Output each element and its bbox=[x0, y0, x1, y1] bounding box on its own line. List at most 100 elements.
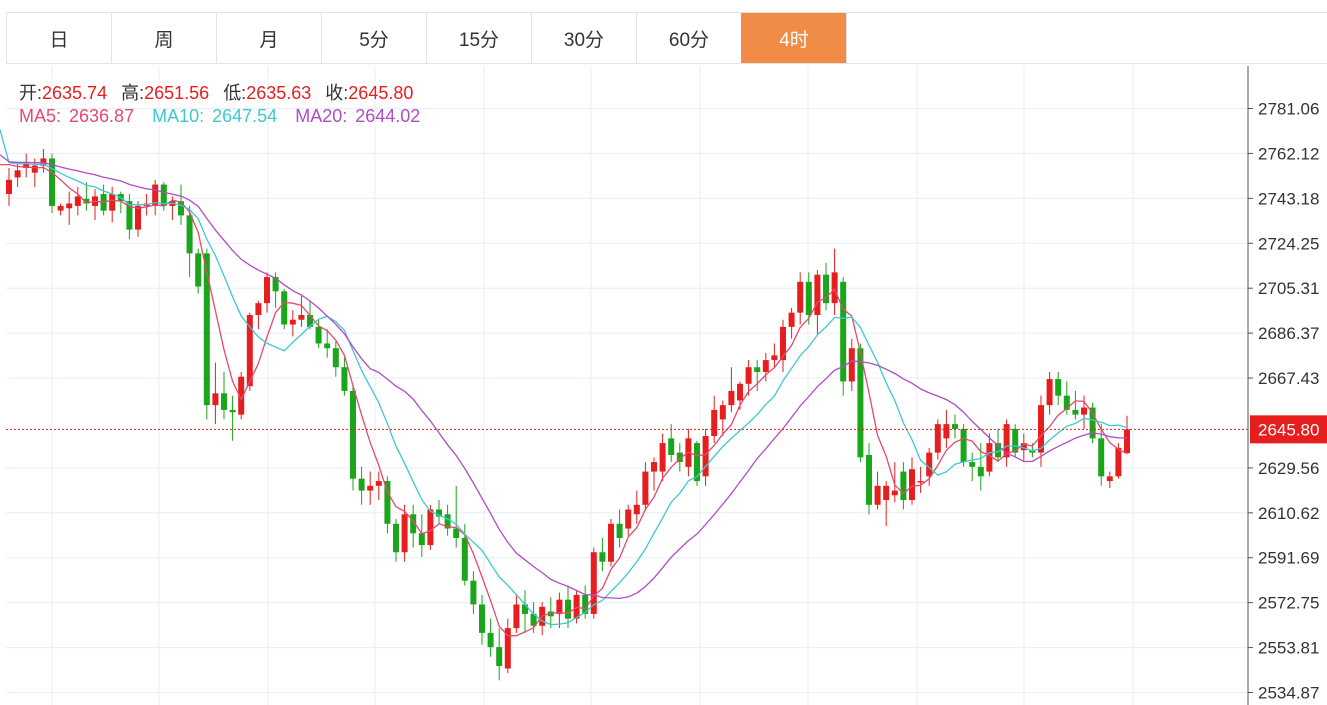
candle-body-42 bbox=[367, 485, 374, 491]
candle-body-102 bbox=[883, 485, 890, 501]
y-tick-label-2: 2743.18 bbox=[1258, 189, 1319, 208]
candle-body-35 bbox=[307, 315, 313, 327]
candle-body-14 bbox=[126, 201, 133, 230]
candle-body-41 bbox=[358, 478, 365, 491]
candle-body-50 bbox=[436, 509, 442, 517]
tab-2[interactable]: 月 bbox=[216, 13, 321, 63]
candle-body-64 bbox=[556, 599, 563, 614]
candle-body-115 bbox=[995, 443, 1001, 458]
candle-body-51 bbox=[444, 514, 451, 529]
candle-body-114 bbox=[986, 443, 993, 472]
candle-body-65 bbox=[565, 599, 571, 619]
y-tick-label-3: 2724.25 bbox=[1258, 234, 1319, 253]
tab-4[interactable]: 15分 bbox=[426, 13, 531, 63]
y-tick-label-12: 2553.81 bbox=[1258, 639, 1319, 658]
candle-body-57 bbox=[496, 647, 503, 667]
period-tab-bar: 日周月 5分 15分 30分 60分 4时 bbox=[6, 12, 1327, 64]
candle-body-86 bbox=[745, 367, 752, 384]
tab-3[interactable]: 5分 bbox=[321, 13, 426, 63]
candle-body-17 bbox=[152, 184, 159, 206]
candle-body-27 bbox=[238, 376, 245, 415]
candle-body-58 bbox=[504, 628, 511, 669]
candle-body-9 bbox=[83, 198, 90, 204]
low-label: 低: bbox=[223, 83, 247, 103]
candle-body-72 bbox=[625, 509, 632, 529]
candle-body-84 bbox=[728, 390, 735, 406]
candle-body-46 bbox=[401, 514, 408, 553]
ma10-label: MA10: bbox=[152, 106, 205, 126]
candle-body-98 bbox=[848, 348, 855, 382]
candle-body-5 bbox=[49, 158, 55, 206]
low-value: 2635.63 bbox=[246, 83, 312, 103]
candle-body-74 bbox=[642, 471, 649, 505]
candle-body-77 bbox=[668, 438, 675, 455]
candle-body-128 bbox=[1106, 476, 1113, 482]
candle-body-99 bbox=[857, 348, 864, 458]
candle-body-25 bbox=[221, 393, 227, 410]
candle-body-32 bbox=[281, 291, 288, 325]
candle-body-68 bbox=[590, 552, 597, 614]
ohlc-readout: 开:2635.74 高:2651.56 低:2635.63 收:2645.80 bbox=[19, 79, 413, 105]
candle-body-29 bbox=[255, 303, 262, 316]
candle-body-97 bbox=[840, 281, 847, 382]
ma10-value: 2647.54 bbox=[212, 106, 278, 126]
open-value: 2635.74 bbox=[42, 83, 108, 103]
candle-body-108 bbox=[934, 424, 941, 453]
ma20-label: MA20: bbox=[295, 106, 348, 126]
candle-body-67 bbox=[582, 594, 589, 614]
candle-body-39 bbox=[341, 367, 348, 391]
candle-body-53 bbox=[461, 538, 468, 581]
ma20-line bbox=[0, 154, 1127, 600]
close-value: 2645.80 bbox=[348, 83, 414, 103]
candle-body-95 bbox=[823, 274, 829, 304]
candle-body-43 bbox=[375, 481, 382, 486]
tab-1[interactable]: 周 bbox=[111, 13, 216, 63]
y-tick-label-9: 2610.62 bbox=[1258, 504, 1319, 523]
candle-body-124 bbox=[1072, 409, 1079, 415]
candle-body-34 bbox=[298, 315, 305, 320]
candle-body-70 bbox=[608, 523, 614, 562]
candle-body-23 bbox=[203, 253, 210, 406]
tab-5[interactable]: 30分 bbox=[531, 13, 636, 63]
candle-body-6 bbox=[57, 205, 64, 211]
candle-body-54 bbox=[470, 580, 477, 605]
candle-body-106 bbox=[917, 481, 924, 483]
ma10-line bbox=[0, 129, 1128, 626]
candle-body-38 bbox=[332, 348, 339, 368]
candle-body-26 bbox=[229, 409, 236, 413]
candle-body-105 bbox=[909, 469, 915, 501]
current-price-label: 2645.80 bbox=[1258, 420, 1319, 439]
candle-body-109 bbox=[943, 424, 950, 439]
tab-0[interactable]: 日 bbox=[6, 13, 111, 63]
candle-body-8 bbox=[74, 196, 81, 206]
candle-body-92 bbox=[797, 281, 804, 313]
candle-body-37 bbox=[324, 343, 331, 349]
candle-body-101 bbox=[874, 485, 881, 505]
close-label: 收: bbox=[325, 83, 349, 103]
tab-7[interactable]: 4时 bbox=[741, 13, 846, 63]
candle-body-121 bbox=[1046, 379, 1053, 406]
candle-body-85 bbox=[737, 383, 743, 401]
y-tick-label-4: 2705.31 bbox=[1258, 279, 1319, 298]
candle-body-40 bbox=[350, 390, 356, 479]
tab-6[interactable]: 60分 bbox=[636, 13, 741, 63]
candle-body-47 bbox=[410, 514, 417, 534]
candle-body-94 bbox=[814, 274, 821, 316]
candle-body-110 bbox=[952, 424, 958, 429]
candle-body-93 bbox=[805, 281, 812, 316]
candle-body-28 bbox=[246, 315, 253, 387]
candle-body-2 bbox=[23, 163, 30, 168]
y-tick-label-5: 2686.37 bbox=[1258, 324, 1319, 343]
candle-body-90 bbox=[780, 326, 786, 361]
candle-body-55 bbox=[479, 604, 485, 633]
candle-body-96 bbox=[831, 272, 838, 304]
candle-body-120 bbox=[1038, 405, 1044, 453]
candle-body-31 bbox=[272, 277, 279, 292]
candle-body-22 bbox=[195, 253, 202, 287]
candle-body-20 bbox=[178, 201, 184, 216]
candle-body-112 bbox=[969, 462, 976, 467]
candle-body-60 bbox=[522, 604, 528, 614]
candle-body-127 bbox=[1098, 438, 1105, 477]
candle-body-116 bbox=[1003, 424, 1010, 458]
